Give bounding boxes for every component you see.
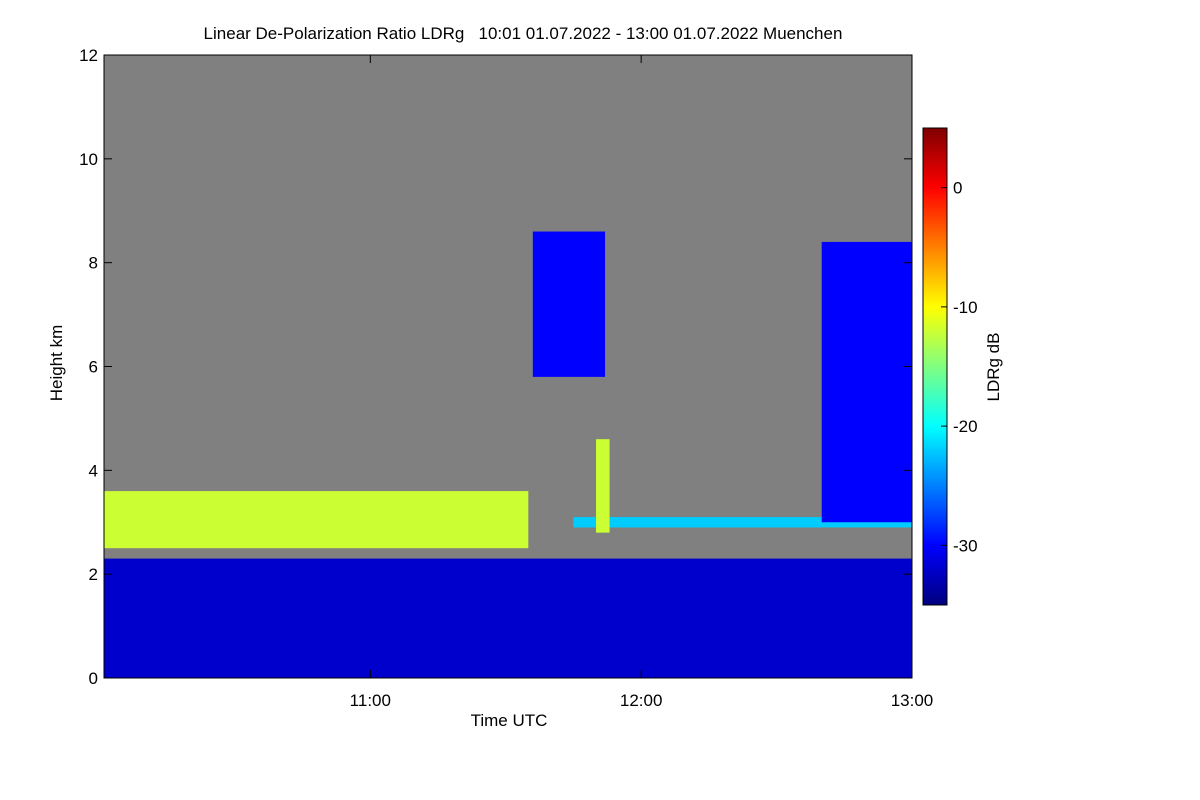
heatmap-region	[104, 491, 529, 549]
y-axis-label: Height km	[47, 325, 66, 402]
plot-area	[103, 54, 913, 679]
x-axis: 11:00 12:00 13:00	[350, 55, 934, 710]
colorbar-tick-label: -30	[953, 536, 978, 555]
heatmap-region	[821, 241, 912, 523]
colorbar: 0 -10 -20 -30 LDRg dB	[922, 127, 1003, 606]
heatmap-region	[573, 517, 912, 528]
x-tick-label: 11:00	[350, 691, 391, 710]
chart-title: Linear De-Polarization Ratio LDRg 10:01 …	[204, 24, 843, 43]
colorbar-tick-label: 0	[953, 179, 962, 198]
heatmap-region	[596, 439, 610, 533]
colorbar-tick-label: -20	[953, 417, 978, 436]
heatmap-region	[532, 231, 606, 377]
x-axis-label: Time UTC	[471, 711, 548, 730]
colorbar-gradient	[922, 127, 948, 606]
y-tick-label: 2	[89, 565, 98, 584]
y-tick-label: 6	[89, 358, 98, 377]
x-tick-label: 12:00	[620, 691, 663, 710]
y-tick-label: 12	[79, 46, 98, 65]
x-tick-label: 13:00	[891, 691, 934, 710]
colorbar-label: LDRg dB	[984, 333, 1003, 402]
y-tick-label: 0	[89, 669, 98, 688]
y-tick-label: 8	[89, 254, 98, 273]
y-tick-label: 4	[89, 461, 98, 480]
y-axis: 0 2 4 6 8 10 12	[79, 46, 912, 688]
heatmap-region	[104, 558, 912, 678]
y-tick-label: 10	[79, 150, 98, 169]
colorbar-tick-label: -10	[953, 298, 978, 317]
